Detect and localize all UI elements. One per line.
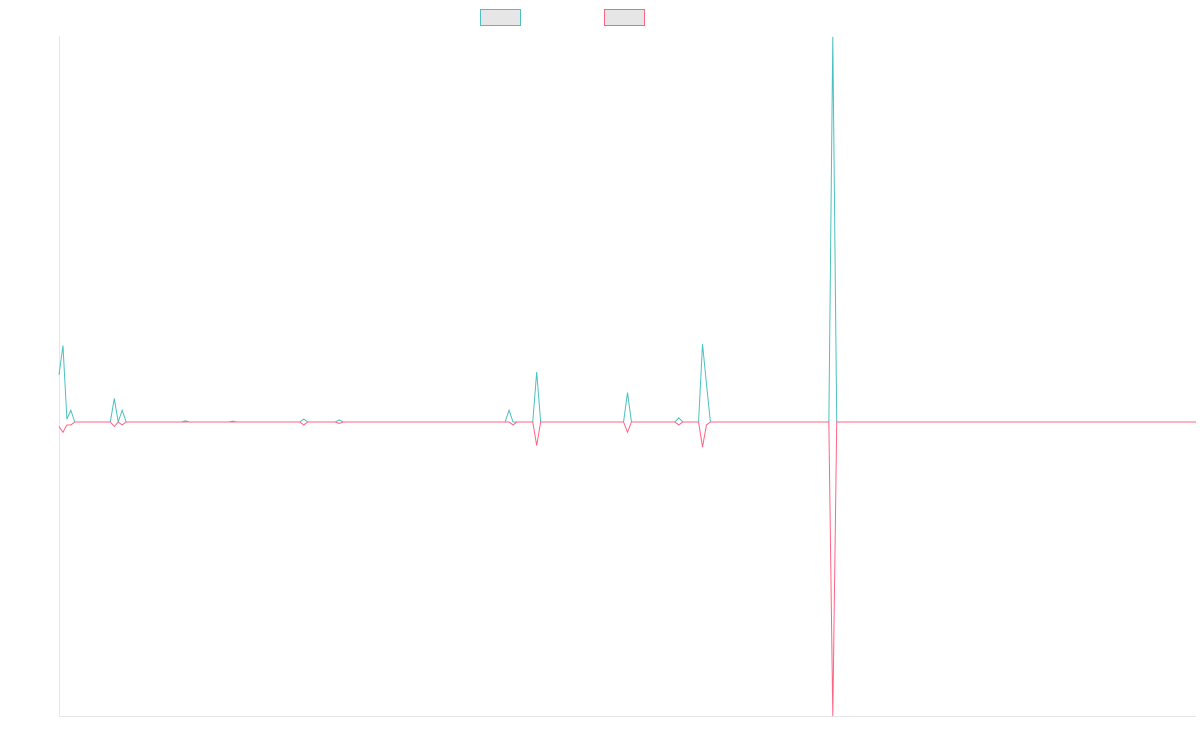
series-layer <box>58 36 1196 717</box>
legend-item-series-2[interactable] <box>604 9 645 26</box>
legend <box>480 9 645 26</box>
legend-item-series-1[interactable] <box>480 9 521 26</box>
legend-swatch-series-1 <box>480 9 521 26</box>
series-line-2[interactable] <box>58 421 1196 717</box>
legend-swatch-series-2 <box>604 9 645 26</box>
axes <box>59 36 1196 717</box>
series-line-1[interactable] <box>58 36 1196 423</box>
